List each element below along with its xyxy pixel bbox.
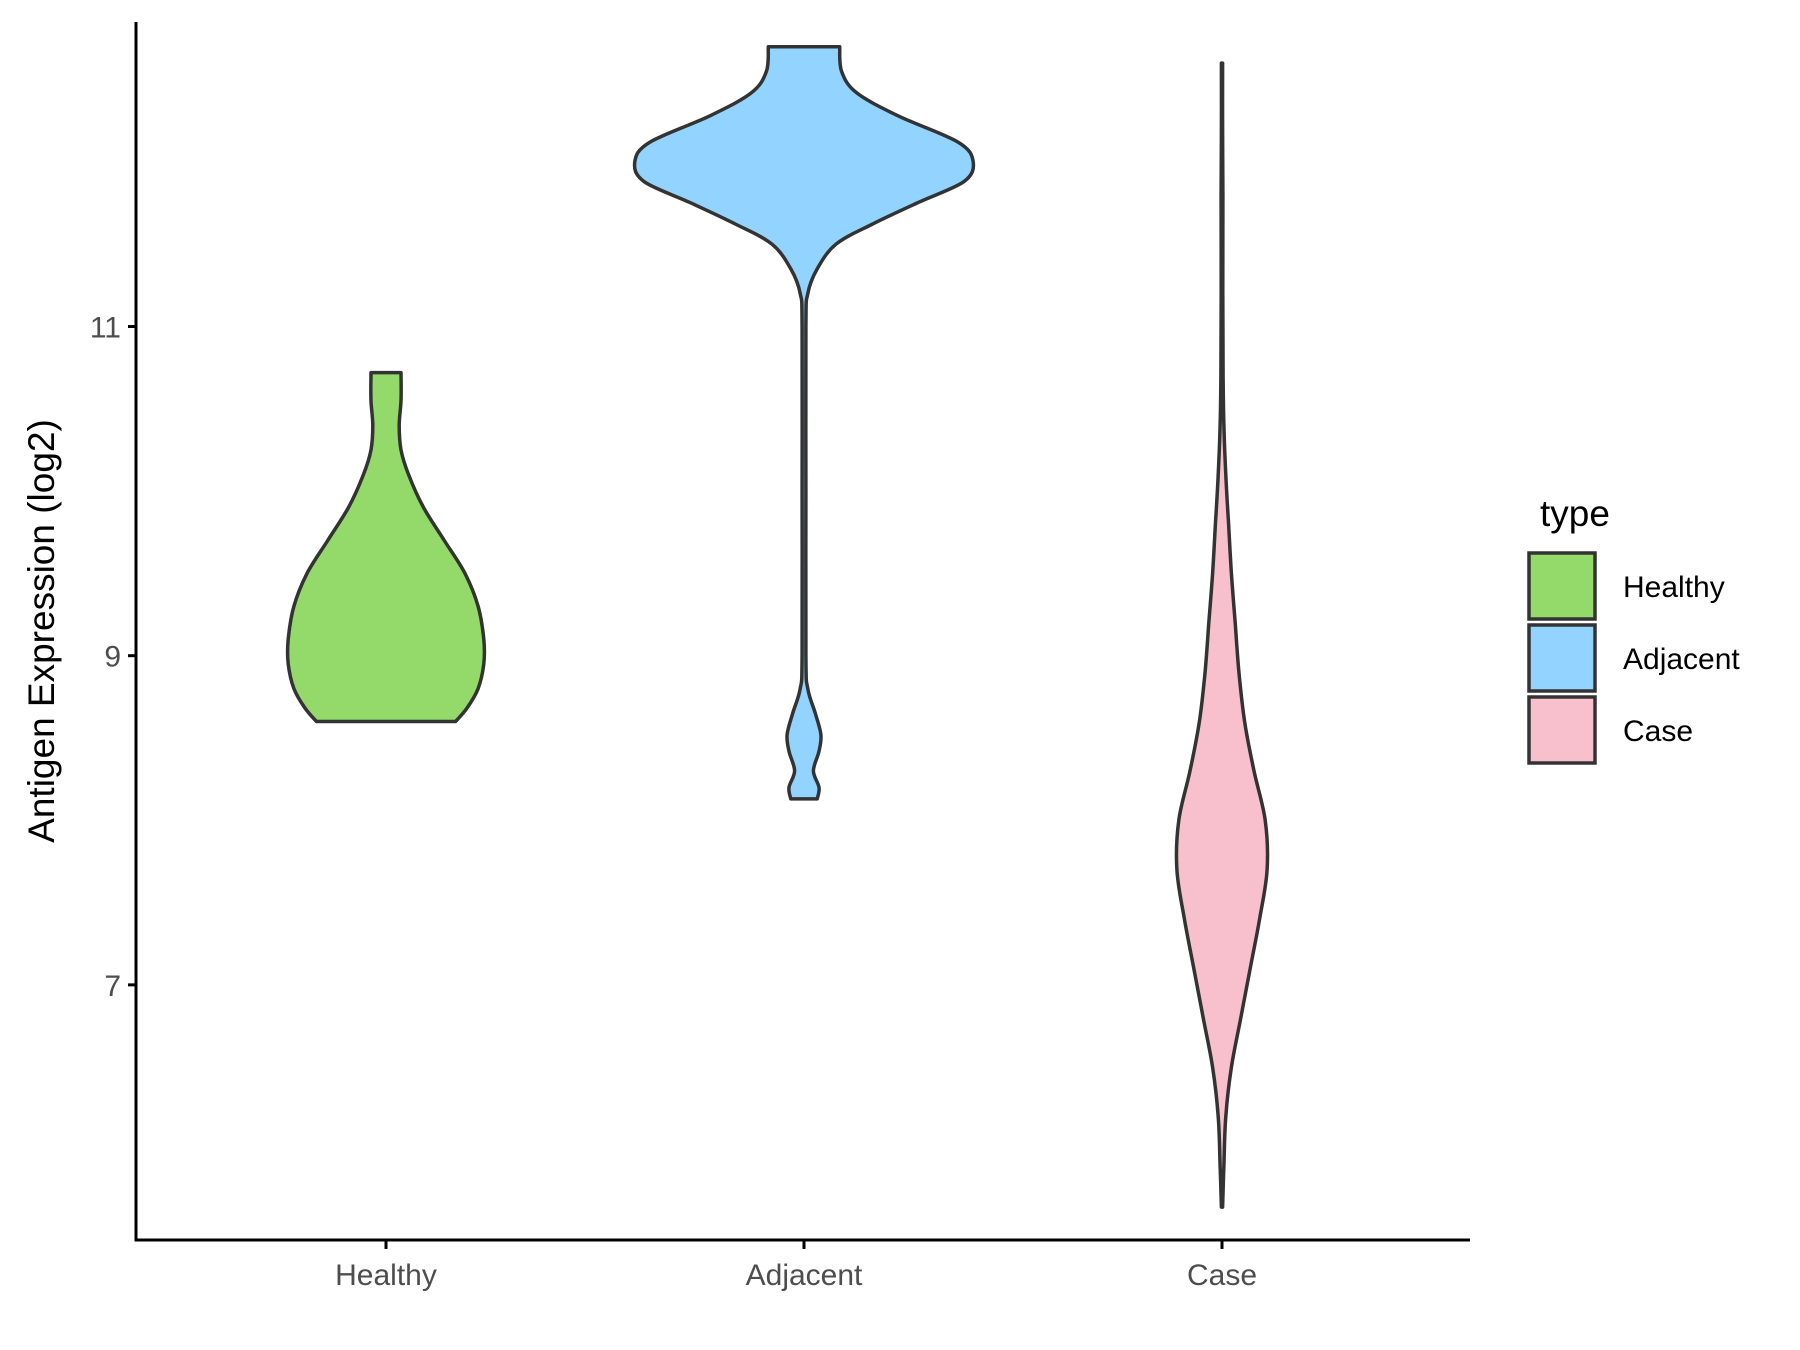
legend-key-case [1527, 695, 1597, 765]
violin-case [1174, 61, 1270, 1209]
violin-healthy [285, 370, 487, 724]
legend-key-healthy [1527, 551, 1597, 621]
y-tick-label: 11 [90, 312, 121, 345]
x-tick-label-case: Case [1187, 1259, 1257, 1292]
y-tick-label: 7 [104, 970, 121, 1003]
legend-key-adjacent [1527, 623, 1597, 693]
y-tick-label: 9 [104, 641, 121, 674]
x-tick-label-healthy: Healthy [335, 1259, 437, 1292]
legend-label-adjacent: Adjacent [1623, 643, 1740, 676]
legend: type Healthy Adjacent Case [1527, 493, 1740, 765]
axes: Antigen Expression (log2) 7 9 11 Healthy Adj… [21, 22, 1470, 1292]
plot-area [285, 44, 1270, 1209]
legend-title: type [1540, 493, 1610, 534]
x-tick-label-adjacent: Adjacent [746, 1259, 863, 1292]
legend-label-healthy: Healthy [1623, 571, 1725, 604]
legend-label-case: Case [1623, 715, 1693, 748]
y-axis-title: Antigen Expression (log2) [21, 419, 62, 843]
violin-adjacent [632, 44, 976, 801]
